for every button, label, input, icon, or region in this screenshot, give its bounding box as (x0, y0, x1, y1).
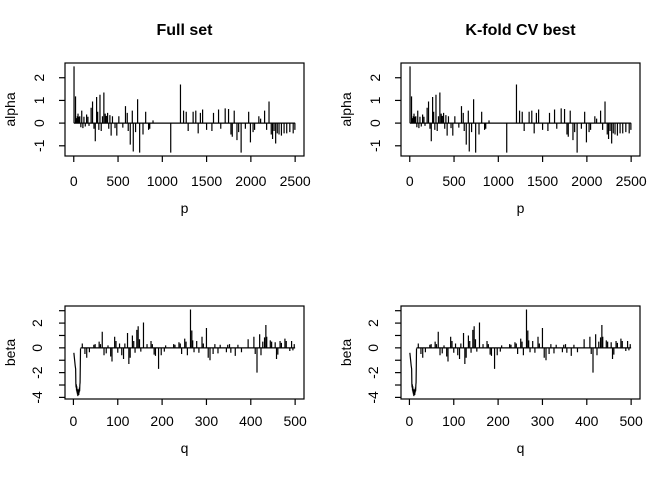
y-tick-label: -1 (31, 139, 47, 152)
alpha-plot-full-set: 0 500 1000 1500 2000 2500 -1 0 1 2 p alpha (2, 62, 311, 216)
x-axis-label: p (517, 200, 525, 216)
coefficient-spikes (73, 66, 296, 153)
x-tick-label: 2000 (571, 173, 602, 189)
x-axis-label: q (181, 440, 189, 456)
panel-full-set-alpha: Full set 0 500 1000 1500 2000 2500 -1 0 1 2 p alpha (0, 0, 336, 240)
x-tick-label: 2500 (280, 173, 311, 189)
x-tick-label: 400 (575, 413, 599, 429)
y-tick-label: 2 (29, 319, 45, 327)
beta-plot-kfold-cv-best: 0 100 200 300 400 500 -4 -2 0 2 q beta (338, 305, 643, 456)
panel-kfold-beta: 0 100 200 300 400 500 -4 -2 0 2 q beta (336, 240, 672, 480)
x-tick-label: 2500 (616, 173, 647, 189)
y-tick-label: -4 (29, 391, 45, 404)
x-tick-label: 1500 (191, 173, 222, 189)
x-tick-label: 500 (283, 413, 307, 429)
x-tick-label: 300 (195, 413, 219, 429)
y-tick-label: 0 (29, 344, 45, 352)
y-axis-label: alpha (2, 92, 18, 126)
plot-box (64, 62, 305, 157)
panel-title-full-set: Full set (156, 22, 213, 39)
plot-box (400, 305, 641, 400)
panel-kfold-alpha: K-fold CV best 0 500 1000 1500 2000 2500 -1 0 1 2… (336, 0, 672, 240)
x-tick-label: 100 (106, 413, 130, 429)
y-tick-label: 2 (31, 74, 47, 82)
coefficient-spikes (81, 309, 295, 373)
y-axis-label: beta (2, 339, 18, 366)
x-tick-label: 100 (442, 413, 466, 429)
y-tick-label: 2 (367, 74, 383, 82)
x-tick-label: 500 (619, 413, 643, 429)
x-tick-label: 0 (70, 413, 78, 429)
plot-box (400, 62, 641, 157)
x-tick-label: 500 (442, 173, 466, 189)
y-axis-label: alpha (338, 92, 354, 126)
intro-cluster-line (409, 348, 418, 397)
x-tick-label: 200 (486, 413, 510, 429)
x-tick-label: 300 (531, 413, 555, 429)
x-tick-label: 0 (70, 173, 78, 189)
coefficient-spikes (417, 309, 631, 373)
x-tick-label: 2000 (235, 173, 266, 189)
coefficient-spikes (409, 66, 632, 153)
y-tick-label: -4 (365, 391, 381, 404)
x-tick-label: 0 (406, 173, 414, 189)
x-tick-label: 200 (150, 413, 174, 429)
panel-full-set-beta: 0 100 200 300 400 500 -4 -2 0 2 q beta (0, 240, 336, 480)
y-tick-label: 1 (31, 96, 47, 104)
x-tick-label: 500 (106, 173, 130, 189)
y-tick-label: 0 (367, 119, 383, 127)
x-axis-label: p (181, 200, 189, 216)
x-tick-label: 1500 (527, 173, 558, 189)
y-tick-label: -2 (29, 366, 45, 379)
y-axis-label: beta (338, 339, 354, 366)
x-axis-label: q (517, 440, 525, 456)
alpha-plot-kfold-cv-best: 0 500 1000 1500 2000 2500 -1 0 1 2 p alpha (338, 62, 647, 216)
x-tick-label: 1000 (147, 173, 178, 189)
y-tick-label: 1 (367, 96, 383, 104)
x-tick-label: 1000 (483, 173, 514, 189)
intro-cluster-line (73, 348, 82, 397)
y-tick-label: 0 (365, 344, 381, 352)
beta-plot-full-set: 0 100 200 300 400 500 -4 -2 0 2 q beta (2, 305, 307, 456)
x-tick-label: 400 (239, 413, 263, 429)
y-tick-label: 2 (365, 319, 381, 327)
y-tick-label: -2 (365, 366, 381, 379)
x-tick-label: 0 (406, 413, 414, 429)
plot-box (64, 305, 305, 400)
y-tick-label: 0 (31, 119, 47, 127)
panel-title-kfold-cv-best: K-fold CV best (465, 22, 576, 39)
y-tick-label: -1 (367, 139, 383, 152)
